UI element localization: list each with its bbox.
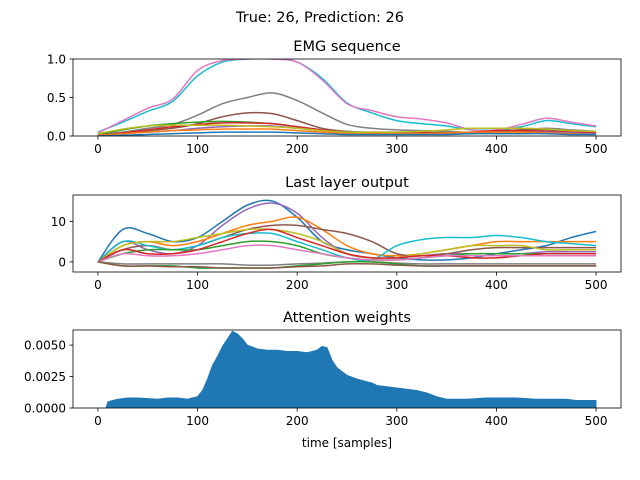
last-layer-output-title: Last layer output (285, 175, 409, 191)
x-tick-label: 500 (585, 278, 608, 292)
x-tick-label: 300 (385, 142, 408, 156)
attention-area (105, 330, 597, 408)
x-tick-label: 100 (186, 142, 209, 156)
y-tick-label: 0 (58, 255, 66, 269)
x-tick-label: 200 (286, 414, 309, 428)
attention-weights-xlabel: time [samples] (302, 436, 392, 450)
x-tick-label: 0 (94, 278, 102, 292)
y-tick-label: 10 (51, 215, 66, 229)
series-line-9 (97, 131, 597, 136)
attention-weights-title: Attention weights (283, 310, 411, 326)
attention-weights-ticks: 0 100 200 300 400 500 0.0000 0.0025 0.0050 (24, 339, 608, 428)
series-line-0 (97, 199, 597, 263)
y-tick-label: 1.0 (47, 53, 66, 67)
y-tick-label: 0.0000 (24, 402, 66, 416)
x-tick-label: 200 (286, 142, 309, 156)
y-tick-label: 0.0 (47, 130, 66, 144)
series-line-7 (97, 124, 597, 135)
series-line-1 (97, 59, 597, 134)
series-line-6 (97, 240, 597, 263)
x-tick-label: 0 (94, 142, 102, 156)
x-tick-label: 100 (186, 414, 209, 428)
x-tick-label: 500 (585, 142, 608, 156)
attention-weights-frame (72, 329, 622, 409)
x-tick-label: 400 (485, 142, 508, 156)
x-tick-label: 200 (286, 278, 309, 292)
series-line-11 (97, 261, 597, 269)
y-tick-label: 0.0050 (24, 339, 66, 353)
x-tick-label: 500 (585, 414, 608, 428)
emg-sequence-chart: EMG sequence 0 100 200 300 400 500 0.0 0.5 1.0 (47, 39, 622, 157)
figure-suptitle: True: 26, Prediction: 26 (235, 10, 404, 26)
y-tick-label: 0.5 (47, 91, 66, 105)
last-layer-output-ticks: 0 100 200 300 400 500 0 10 (51, 215, 608, 292)
series-line-0 (97, 59, 597, 133)
emg-sequence-title: EMG sequence (293, 39, 400, 55)
emg-sequence-ticks: 0 100 200 300 400 500 0.0 0.5 1.0 (47, 53, 608, 157)
x-tick-label: 400 (485, 278, 508, 292)
series-line-8 (97, 244, 597, 263)
series-line-8 (97, 128, 597, 136)
last-layer-output-frame (72, 194, 622, 273)
last-layer-output-chart: Last layer output 0 100 200 300 400 500 0 10 (51, 175, 622, 292)
x-tick-label: 300 (385, 278, 408, 292)
series-line-2 (97, 216, 597, 263)
x-tick-label: 400 (485, 414, 508, 428)
x-tick-label: 100 (186, 278, 209, 292)
x-tick-label: 300 (385, 414, 408, 428)
x-tick-label: 0 (94, 414, 102, 428)
attention-weights-chart: Attention weights 0 100 200 300 400 500 0.0000… (24, 310, 622, 450)
attention-weights-plot (105, 330, 597, 408)
emg-sequence-plot (97, 59, 597, 136)
last-layer-output-plot (97, 199, 597, 269)
y-tick-label: 0.0025 (24, 370, 66, 384)
